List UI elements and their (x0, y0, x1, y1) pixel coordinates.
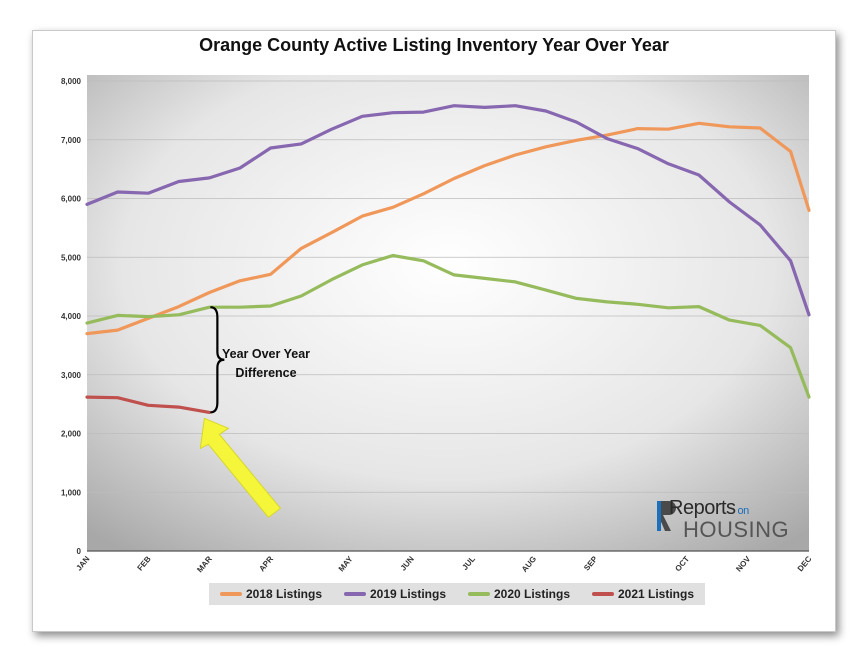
logo-on-text: on (737, 505, 750, 517)
logo-housing-text: HOUSING (683, 517, 790, 542)
x-tick-label: JAN (74, 554, 91, 572)
legend-entry-2019: 2019 Listings (343, 587, 447, 601)
x-tick-label: FEB (136, 554, 153, 572)
annotation-text: Year Over Year Difference (211, 345, 321, 383)
x-tick-label: NOV (734, 554, 752, 574)
plot-background (87, 75, 809, 551)
series-line-2020 (85, 253, 811, 399)
y-tick-label: 0 (77, 547, 82, 556)
legend-label-2021: 2021 Listings (617, 587, 695, 601)
legend-entry-2018: 2018 Listings (219, 587, 323, 601)
x-tick-label: JUL (460, 554, 477, 571)
x-tick-label: APR (257, 554, 275, 573)
legend-swatch-2019 (343, 592, 366, 596)
legend-entry-2021: 2021 Listings (591, 587, 695, 601)
series-line-2019 (85, 104, 811, 317)
series-line-2021 (85, 395, 211, 414)
x-tick-label: SEP (582, 554, 600, 573)
series-line-2018 (85, 121, 811, 336)
y-tick-label: 7,000 (61, 136, 82, 145)
reports-on-housing-logo: Reports on HOUSING (655, 493, 795, 545)
legend-label-2018: 2018 Listings (245, 587, 323, 601)
legend-label-2019: 2019 Listings (369, 587, 447, 601)
y-tick-label: 3,000 (61, 371, 82, 380)
logo-mark-icon (657, 501, 676, 531)
x-tick-label: DEC (796, 554, 814, 573)
y-tick-label: 2,000 (61, 430, 82, 439)
chart-title: Orange County Active Listing Inventory Y… (199, 35, 669, 55)
y-tick-label: 6,000 (61, 195, 82, 204)
annotation-line-1: Year Over Year (221, 347, 311, 361)
y-tick-label: 8,000 (61, 77, 82, 86)
legend-entry-2020: 2020 Listings (467, 587, 571, 601)
chart-legend: 2018 Listings 2019 Listings 2020 Listing… (209, 583, 705, 605)
x-tick-label: MAY (337, 554, 355, 573)
legend-swatch-2021 (591, 592, 614, 596)
y-tick-label: 5,000 (61, 253, 82, 262)
legend-swatch-2020 (467, 592, 490, 596)
x-tick-label: OCT (673, 554, 691, 573)
yellow-arrow-icon (199, 417, 282, 519)
chart-plot: 0 1,000 2,000 3,000 4,000 5,000 6,000 7,000 8,00… (61, 75, 814, 574)
y-tick-label: 1,000 (61, 488, 82, 497)
x-tick-label: JUN (399, 554, 416, 572)
annotation-line-2: Difference (235, 366, 297, 380)
legend-swatch-2018 (219, 592, 242, 596)
legend-label-2020: 2020 Listings (493, 587, 571, 601)
x-tick-label: MAR (195, 554, 214, 574)
chart-frame: 0 1,000 2,000 3,000 4,000 5,000 6,000 7,000 8,00… (32, 30, 836, 632)
logo-reports-text: Reports (669, 497, 736, 519)
x-tick-label: AUG (520, 555, 538, 574)
y-tick-label: 4,000 (61, 312, 82, 321)
